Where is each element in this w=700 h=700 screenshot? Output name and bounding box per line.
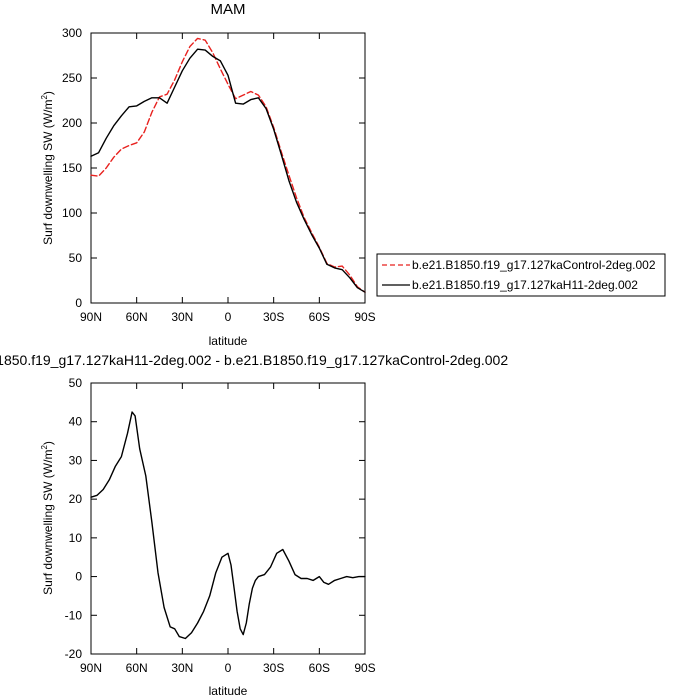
bottom-x-tick-label: 60S [309,661,330,675]
bottom-x-ticks: 90N 60N 30N 0 30S 60S 90S [80,383,376,675]
top-x-tick-label: 30S [263,310,284,324]
bottom-x-axis-label: latitude [209,684,248,698]
top-y-tick-label: 200 [62,116,82,130]
bottom-y-tick-label: 20 [69,492,83,506]
bottom-y-tick-label: 40 [69,415,83,429]
bottom-x-tick-label: 30S [263,661,284,675]
top-x-tick-label: 60S [309,310,330,324]
top-y-label-end: ) [41,91,55,95]
top-x-tick-label: 30N [171,310,193,324]
top-series-layer [90,37,366,293]
top-x-tick-label: 90N [80,310,102,324]
bottom-x-tick-label: 30N [171,661,193,675]
top-panel: MAM 90N 60N 30N 0 30S 60S 90S 0 50 100 150 200 250 3… [40,1,376,348]
bottom-y-tick-label: 0 [75,570,82,584]
top-plot-frame [90,32,366,304]
bottom-y-tick-label: 10 [69,531,83,545]
bottom-x-tick-label: 0 [225,661,232,675]
top-y-tick-label: 150 [62,161,82,175]
bottom-x-tick-label: 90N [80,661,102,675]
top-y-tick-label: 300 [62,26,82,40]
bottom-y-ticks: -20 -10 0 10 20 30 40 50 [65,376,365,661]
bottom-y-axis-label: Surf downwelling SW (W/m2) [40,441,55,595]
bottom-y-tick-label: 30 [69,453,83,467]
bottom-x-tick-label: 90S [354,661,375,675]
top-y-tick-label: 100 [62,206,82,220]
bottom-x-tick-label: 60N [126,661,148,675]
legend-label-h11: b.e21.B1850.f19_g17.127kaH11-2deg.002 [412,278,638,292]
top-x-tick-label: 90S [354,310,375,324]
bottom-y-tick-label: -10 [65,608,83,622]
bottom-plot-frame [90,382,366,655]
top-y-tick-label: 0 [75,296,82,310]
bottom-y-tick-label: -20 [65,647,83,661]
bottom-y-label-end: ) [41,441,55,445]
bottom-panel: b.e21.B1850.f19_g17.127kaH11-2deg.002 - … [0,352,508,698]
top-y-axis-label: Surf downwelling SW (W/m2) [40,91,55,245]
top-y-tick-label: 50 [69,251,83,265]
legend-label-control: b.e21.B1850.f19_g17.127kaControl-2deg.00… [412,258,656,272]
top-x-tick-label: 0 [225,310,232,324]
top-title: MAM [211,1,246,18]
bottom-y-label-sup: 2 [40,445,49,450]
top-x-axis-label: latitude [209,334,248,348]
top-x-ticks: 90N 60N 30N 0 30S 60S 90S [80,33,376,324]
bottom-y-label-main: Surf downwelling SW (W/m [41,450,55,595]
top-x-tick-label: 60N [126,310,148,324]
bottom-series-layer [90,411,366,640]
legend: b.e21.B1850.f19_g17.127kaControl-2deg.00… [376,253,666,297]
legend-frame [376,253,666,297]
top-y-label-main: Surf downwelling SW (W/m [41,100,55,245]
bottom-series-line-difference [90,411,366,640]
top-y-label-sup: 2 [40,95,49,100]
bottom-title: b.e21.B1850.f19_g17.127kaH11-2deg.002 - … [0,352,508,368]
bottom-y-tick-label: 50 [69,376,83,390]
top-y-ticks: 0 50 100 150 200 250 300 [62,26,365,310]
top-y-tick-label: 250 [62,71,82,85]
top-series-line-h11 [90,48,366,293]
